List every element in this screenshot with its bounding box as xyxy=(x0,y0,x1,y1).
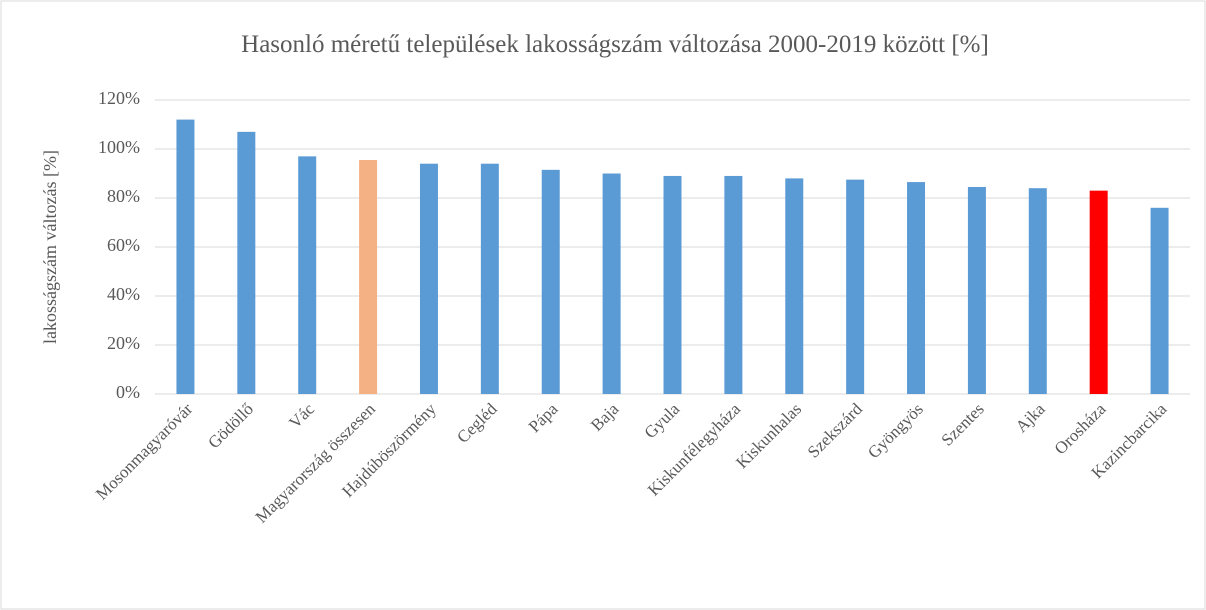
bar xyxy=(1150,207,1169,394)
bar xyxy=(298,156,317,394)
bar xyxy=(541,169,560,394)
bar xyxy=(480,163,499,394)
bar xyxy=(237,131,256,394)
chart-title: Hasonló méretű települések lakosságszám … xyxy=(241,31,989,58)
y-tick-label: 80% xyxy=(107,186,140,206)
bar xyxy=(1028,188,1047,394)
y-tick-label: 40% xyxy=(107,284,140,304)
bar xyxy=(359,160,378,394)
bar xyxy=(602,173,621,394)
y-axis-label: lakosságszám változás [%] xyxy=(40,150,60,344)
bar xyxy=(176,119,195,394)
bar xyxy=(419,163,438,394)
y-tick-label: 120% xyxy=(98,88,140,108)
y-tick-label: 0% xyxy=(116,382,140,402)
bar xyxy=(967,186,986,394)
bar xyxy=(1089,190,1108,394)
y-tick-label: 20% xyxy=(107,333,140,353)
bar xyxy=(846,179,865,394)
y-tick-label: 60% xyxy=(107,235,140,255)
bar xyxy=(785,178,804,394)
bar xyxy=(907,182,926,394)
y-tick-label: 100% xyxy=(98,137,140,157)
bar xyxy=(724,175,743,394)
bar xyxy=(663,175,682,394)
